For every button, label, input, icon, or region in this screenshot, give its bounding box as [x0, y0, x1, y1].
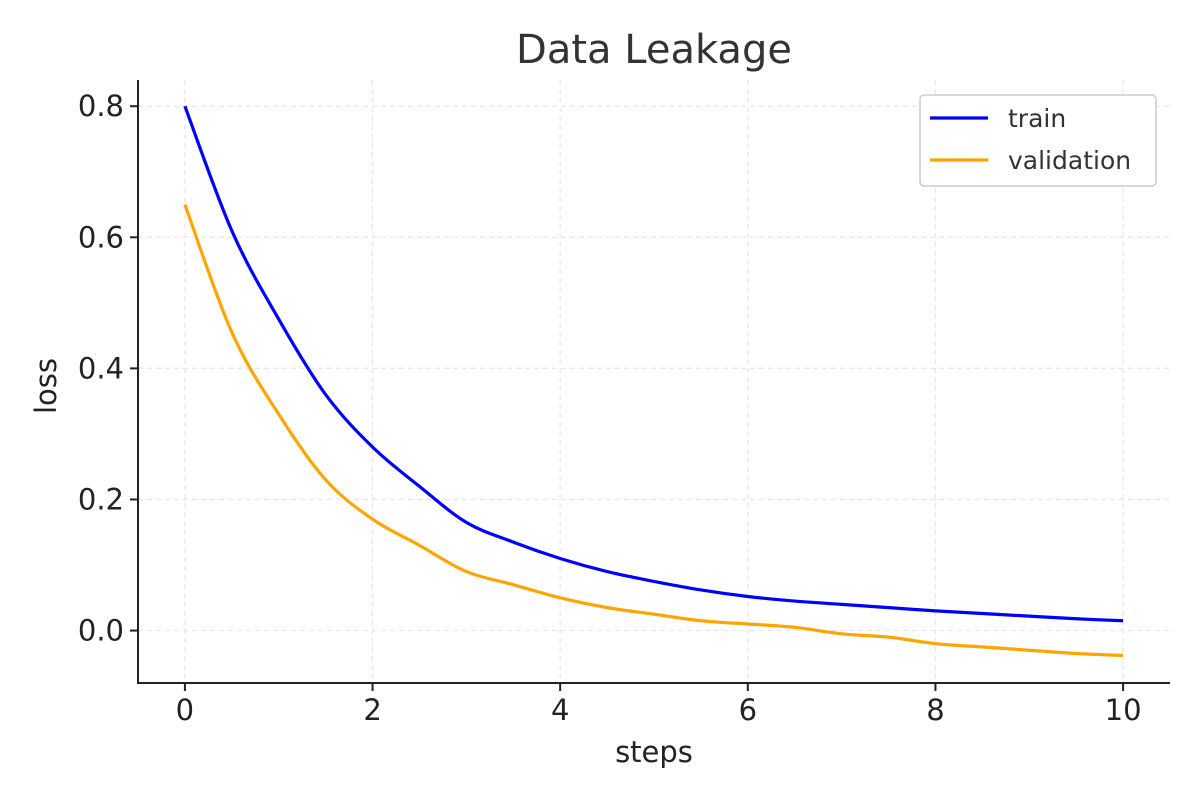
- axes: [137, 80, 1170, 684]
- x-axis-ticks: 0 2 4 6 8 10: [176, 683, 1142, 727]
- y-tick-label: 0.4: [78, 351, 124, 385]
- y-tick-label: 0.8: [78, 89, 124, 123]
- y-tick-label: 0.2: [78, 482, 124, 516]
- x-tick-label: 8: [926, 693, 944, 727]
- x-tick-label: 4: [551, 693, 569, 727]
- y-tick-label: 0.0: [78, 614, 124, 648]
- y-tick-label: 0.6: [78, 220, 124, 254]
- x-tick-label: 10: [1105, 693, 1142, 727]
- y-axis-label: loss: [29, 358, 63, 414]
- x-tick-label: 0: [176, 693, 194, 727]
- axis-spines: [137, 80, 1170, 684]
- legend-label-validation: validation: [1008, 146, 1131, 175]
- series-line-train: [183, 105, 1124, 623]
- grid: [138, 80, 1170, 683]
- x-tick-label: 2: [363, 693, 381, 727]
- x-tick-label: 6: [739, 693, 757, 727]
- x-axis-label: steps: [615, 735, 693, 769]
- series-line-validation: [183, 203, 1124, 658]
- legend-label-train: train: [1008, 104, 1066, 133]
- y-axis-ticks: 0.0 0.2 0.4 0.6 0.8: [78, 89, 138, 648]
- chart-title: Data Leakage: [516, 27, 792, 73]
- legend: train validation: [919, 94, 1157, 187]
- series-layer: [183, 105, 1124, 658]
